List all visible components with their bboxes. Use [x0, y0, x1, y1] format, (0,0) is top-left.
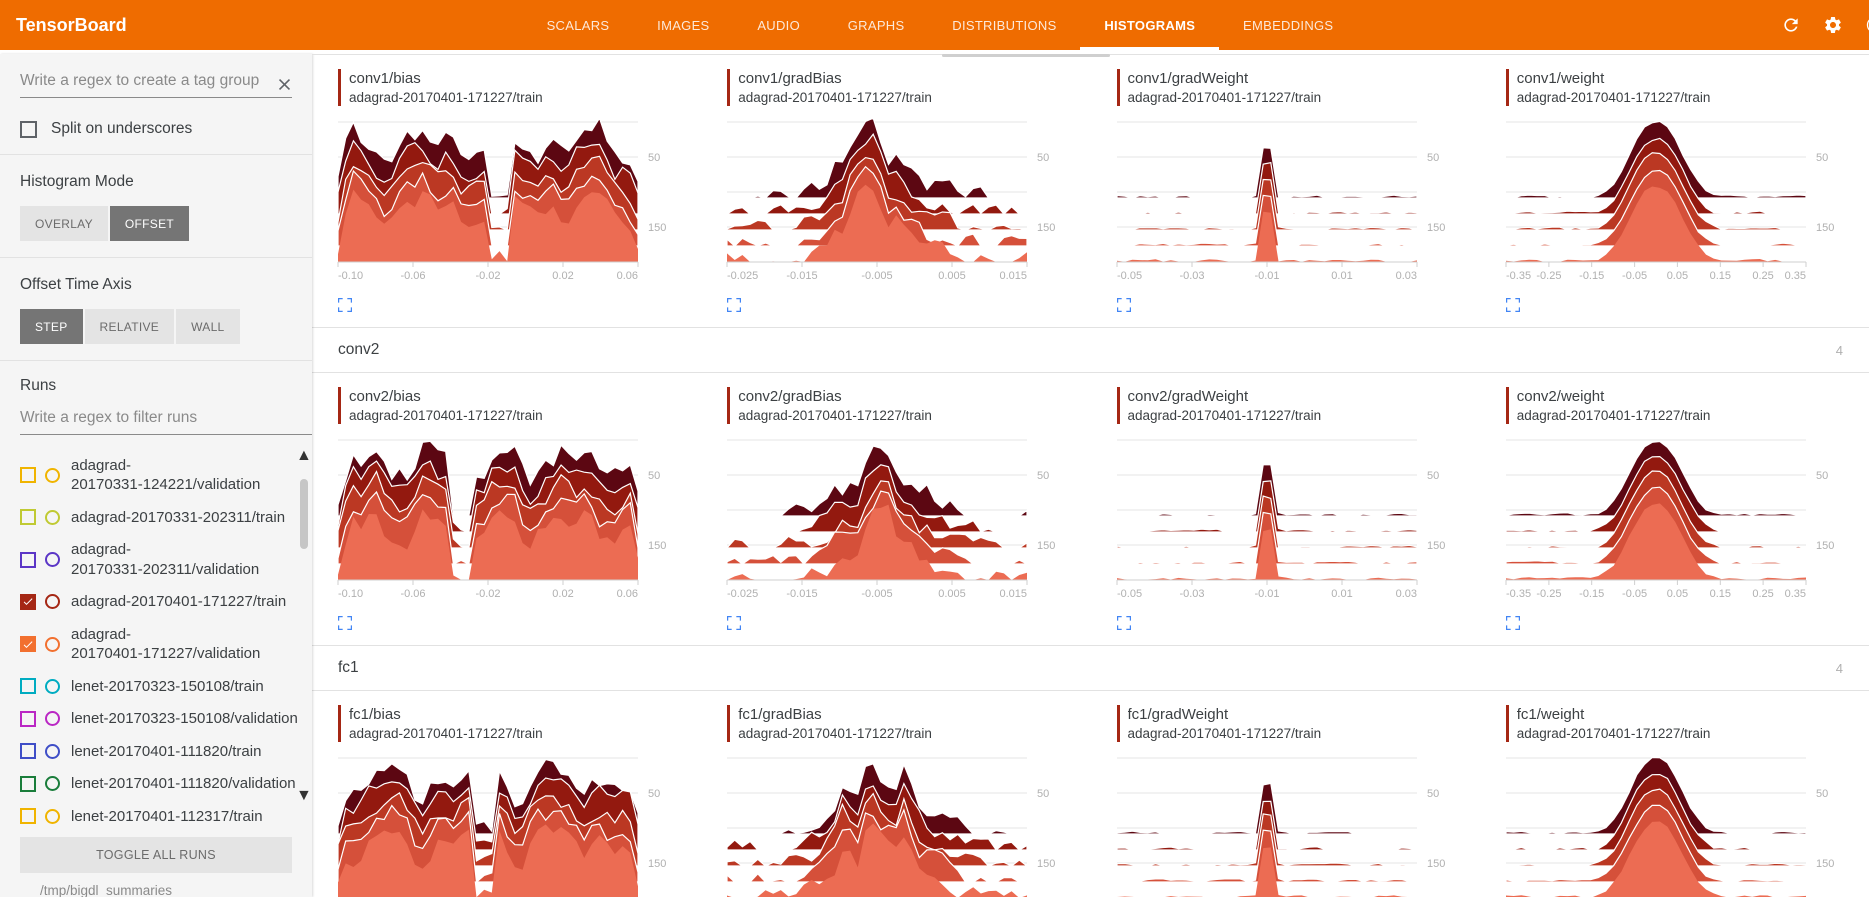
svg-text:150: 150 — [1037, 858, 1055, 870]
svg-text:50: 50 — [1037, 788, 1049, 800]
svg-text:-0.025: -0.025 — [727, 270, 758, 282]
svg-text:-0.015: -0.015 — [787, 270, 818, 282]
svg-text:150: 150 — [648, 858, 666, 870]
svg-text:150: 150 — [648, 540, 666, 552]
svg-text:50: 50 — [1816, 788, 1828, 800]
svg-text:-0.10: -0.10 — [338, 588, 363, 600]
svg-text:150: 150 — [1816, 222, 1834, 234]
svg-text:-0.15: -0.15 — [1579, 270, 1604, 282]
svg-text:50: 50 — [1427, 788, 1439, 800]
svg-text:-0.05: -0.05 — [1117, 588, 1142, 600]
svg-text:50: 50 — [1427, 470, 1439, 482]
svg-text:0.03: 0.03 — [1395, 270, 1416, 282]
svg-text:150: 150 — [1037, 540, 1055, 552]
svg-text:0.35: 0.35 — [1784, 270, 1805, 282]
svg-text:50: 50 — [648, 788, 660, 800]
svg-text:-0.005: -0.005 — [862, 270, 893, 282]
svg-text:-0.35: -0.35 — [1506, 588, 1531, 600]
svg-text:0.015: 0.015 — [1000, 588, 1028, 600]
svg-text:150: 150 — [1427, 222, 1445, 234]
svg-text:50: 50 — [1037, 152, 1049, 164]
svg-text:-0.02: -0.02 — [475, 270, 500, 282]
svg-text:0.03: 0.03 — [1395, 588, 1416, 600]
svg-text:-0.025: -0.025 — [727, 588, 758, 600]
svg-text:-0.05: -0.05 — [1117, 270, 1142, 282]
svg-text:0.25: 0.25 — [1752, 588, 1773, 600]
svg-text:-0.05: -0.05 — [1622, 270, 1647, 282]
svg-text:50: 50 — [648, 470, 660, 482]
svg-text:-0.25: -0.25 — [1536, 270, 1561, 282]
svg-text:150: 150 — [648, 222, 666, 234]
svg-text:50: 50 — [1037, 470, 1049, 482]
svg-text:-0.10: -0.10 — [338, 270, 363, 282]
svg-text:0.02: 0.02 — [552, 588, 573, 600]
svg-text:0.01: 0.01 — [1331, 270, 1352, 282]
svg-text:0.005: 0.005 — [938, 270, 966, 282]
svg-text:150: 150 — [1427, 540, 1445, 552]
svg-text:0.015: 0.015 — [1000, 270, 1028, 282]
svg-text:-0.01: -0.01 — [1254, 588, 1279, 600]
svg-text:50: 50 — [1816, 470, 1828, 482]
svg-text:150: 150 — [1427, 858, 1445, 870]
svg-text:-0.03: -0.03 — [1179, 588, 1204, 600]
svg-text:50: 50 — [1816, 152, 1828, 164]
svg-text:-0.06: -0.06 — [400, 270, 425, 282]
svg-text:-0.06: -0.06 — [400, 588, 425, 600]
svg-text:0.25: 0.25 — [1752, 270, 1773, 282]
svg-text:50: 50 — [648, 152, 660, 164]
svg-text:150: 150 — [1037, 222, 1055, 234]
svg-text:-0.015: -0.015 — [787, 588, 818, 600]
svg-text:-0.15: -0.15 — [1579, 588, 1604, 600]
svg-text:150: 150 — [1816, 858, 1834, 870]
svg-text:-0.05: -0.05 — [1622, 588, 1647, 600]
svg-text:0.005: 0.005 — [938, 588, 966, 600]
svg-text:150: 150 — [1816, 540, 1834, 552]
svg-text:0.35: 0.35 — [1784, 588, 1805, 600]
svg-text:-0.35: -0.35 — [1506, 270, 1531, 282]
svg-text:0.15: 0.15 — [1709, 270, 1730, 282]
svg-text:0.15: 0.15 — [1709, 588, 1730, 600]
svg-text:0.05: 0.05 — [1666, 588, 1687, 600]
svg-text:-0.01: -0.01 — [1254, 270, 1279, 282]
svg-text:50: 50 — [1427, 152, 1439, 164]
svg-text:-0.25: -0.25 — [1536, 588, 1561, 600]
svg-text:0.06: 0.06 — [617, 270, 638, 282]
svg-text:0.02: 0.02 — [552, 270, 573, 282]
svg-text:-0.005: -0.005 — [862, 588, 893, 600]
svg-text:0.01: 0.01 — [1331, 588, 1352, 600]
svg-text:-0.02: -0.02 — [475, 588, 500, 600]
svg-text:0.06: 0.06 — [617, 588, 638, 600]
svg-text:-0.03: -0.03 — [1179, 270, 1204, 282]
svg-text:0.05: 0.05 — [1666, 270, 1687, 282]
